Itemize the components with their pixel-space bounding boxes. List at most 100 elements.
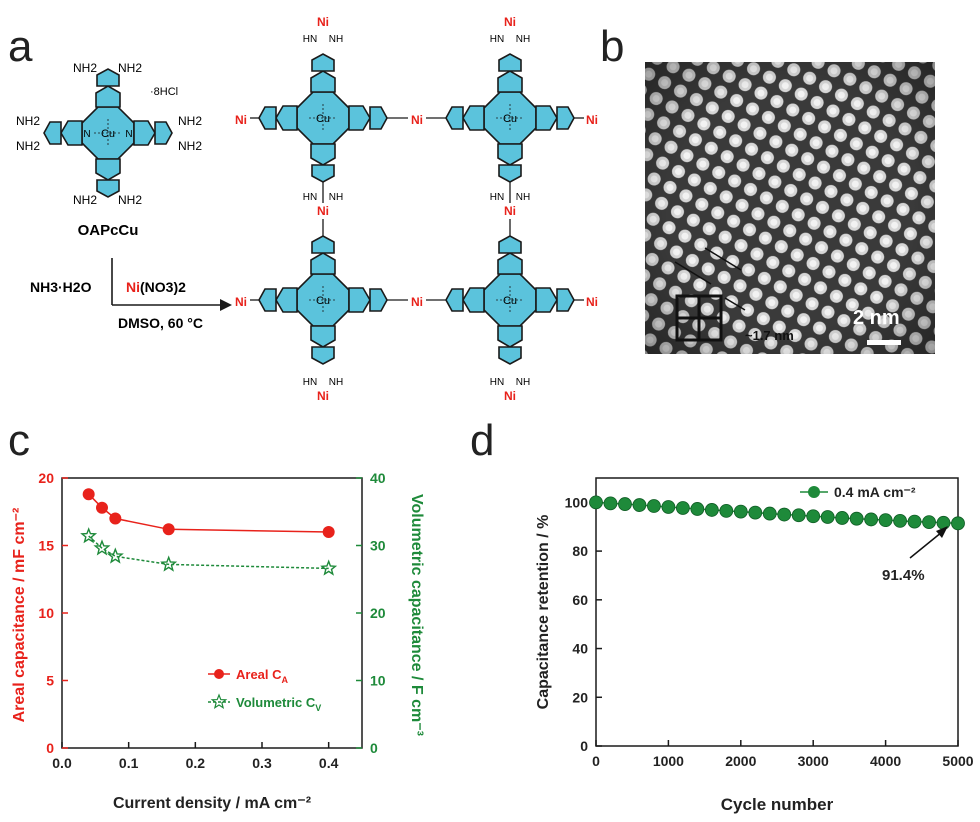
x-axis-label: Cycle number (721, 795, 834, 814)
ni-node-label: Ni (504, 389, 516, 403)
nh-bridge-label: HN (303, 377, 317, 388)
data-point (777, 507, 792, 522)
y-tick-label: 20 (572, 689, 588, 705)
legend-label-volumetric: Volumetric CV (236, 695, 321, 713)
amine-label: NH2 (118, 61, 142, 75)
framework-cu-label: Cu (503, 113, 517, 125)
nh-bridge-label: NH (516, 34, 530, 45)
x-tick-label: 0.4 (319, 755, 339, 771)
data-point (864, 512, 879, 527)
nh-bridge-label: HN (303, 34, 317, 45)
amine-label: NH2 (118, 193, 142, 207)
legend-label-areal: Areal CA (236, 667, 289, 685)
legend-marker (808, 486, 820, 498)
chart-capacitance: 0.0 0.1 0.2 0.3 0.4 0 5 10 15 20 0 10 20 30 40 Curre… (11, 470, 425, 812)
data-point (893, 513, 907, 528)
series-line (88, 493, 329, 533)
y-tick-label: 60 (572, 592, 588, 608)
monomer-n-label: N (83, 129, 90, 140)
data-point-areal (82, 488, 95, 501)
y-left-tick-label: 10 (38, 605, 54, 621)
amine-label: NH2 (73, 193, 97, 207)
series-line (88, 535, 329, 570)
reagent-ammonia: NH3·H2O (30, 279, 92, 295)
ni-node-label: Ni (317, 15, 329, 29)
annotation-label: 91.4% (882, 567, 925, 584)
data-point-areal (109, 512, 122, 525)
legend-label: 0.4 mA cm⁻² (834, 484, 916, 500)
legend: Areal CA Volumetric CV (208, 667, 321, 713)
data-point-volumetric (106, 547, 124, 564)
data-point (603, 496, 618, 511)
nh-bridge-label: NH (329, 192, 343, 203)
y-left-tick-label: 20 (38, 470, 54, 486)
data-point (907, 514, 922, 529)
data-point (835, 511, 850, 525)
legend-volumetric-name: Volumetric C (236, 695, 316, 710)
monomer-n-label: N (125, 129, 132, 140)
framework-cu-label: Cu (503, 295, 517, 307)
panel-label-c: c (8, 416, 30, 465)
data-point (762, 506, 777, 521)
data-point (690, 502, 705, 516)
amine-label: NH2 (178, 114, 202, 128)
y-right-tick-label: 40 (370, 470, 386, 486)
annotation-arrow (909, 531, 943, 559)
amine-label: NH2 (16, 139, 40, 153)
data-point (632, 498, 647, 512)
reagent-nickel-metal: Ni (126, 279, 140, 295)
plot-frame (595, 477, 959, 747)
x-tick-label: 2000 (725, 753, 756, 769)
x-tick-label: 0.0 (52, 755, 72, 771)
nh-bridge-label: NH (516, 377, 530, 388)
lattice-model-icon (675, 294, 723, 342)
y-left-tick-label: 15 (38, 538, 54, 554)
ni-node-label: Ni (586, 295, 598, 309)
hcl-salt-label: ·8HCl (150, 86, 178, 98)
y-tick-label: 80 (572, 543, 588, 559)
framework-cu-label: Cu (316, 295, 330, 307)
reagent-nickel: Ni(NO3)2 (126, 279, 186, 295)
arrow-head-icon (936, 526, 948, 538)
data-point-areal (96, 501, 108, 514)
legend-marker-areal (214, 669, 224, 679)
ni-node-label: Ni (235, 113, 247, 127)
y-tick-label: 40 (572, 641, 588, 657)
data-point (820, 510, 835, 524)
monomer-name: OAPcCu (78, 222, 139, 239)
panel-label-b: b (600, 22, 625, 71)
y-tick-label: 100 (565, 494, 589, 510)
x-tick-label: 0.1 (119, 755, 139, 771)
plot-series (589, 495, 965, 531)
ni-node-label: Ni (317, 389, 329, 403)
legend-areal-name: Areal C (236, 667, 282, 682)
chart-retention: 0 1000 2000 3000 4000 5000 0 20 40 60 80 100 Cycle… (535, 477, 974, 814)
x-tick-label: 1000 (653, 753, 684, 769)
y-right-tick-label: 30 (370, 538, 386, 554)
nh-bridge-label: HN (303, 192, 317, 203)
data-point-areal (162, 523, 175, 536)
y-right-tick-label: 20 (370, 605, 386, 621)
nh-bridge-label: NH (516, 192, 530, 203)
data-point-volumetric (80, 527, 98, 544)
ni-node-label: Ni (317, 204, 329, 218)
y-left-tick-label: 5 (46, 673, 54, 689)
y-axis-right: 0 10 20 30 40 (356, 470, 386, 756)
data-point (719, 503, 734, 518)
data-point (618, 497, 632, 511)
scale-label: 2 nm (853, 307, 900, 329)
scale-bar (867, 340, 901, 345)
plot-series (80, 488, 338, 576)
panel-label-a: a (8, 22, 33, 71)
amine-label: NH2 (16, 114, 40, 128)
framework-cu-label: Cu (316, 113, 330, 125)
data-point (849, 511, 864, 526)
spacing-arrows (674, 247, 746, 311)
data-point (791, 508, 806, 523)
data-point (748, 505, 763, 520)
legend: 0.4 mA cm⁻² (800, 484, 916, 500)
x-tick-label: 0.2 (186, 755, 206, 771)
ni-node-label: Ni (411, 295, 423, 309)
data-point (675, 501, 690, 515)
data-point-volumetric (160, 555, 178, 572)
